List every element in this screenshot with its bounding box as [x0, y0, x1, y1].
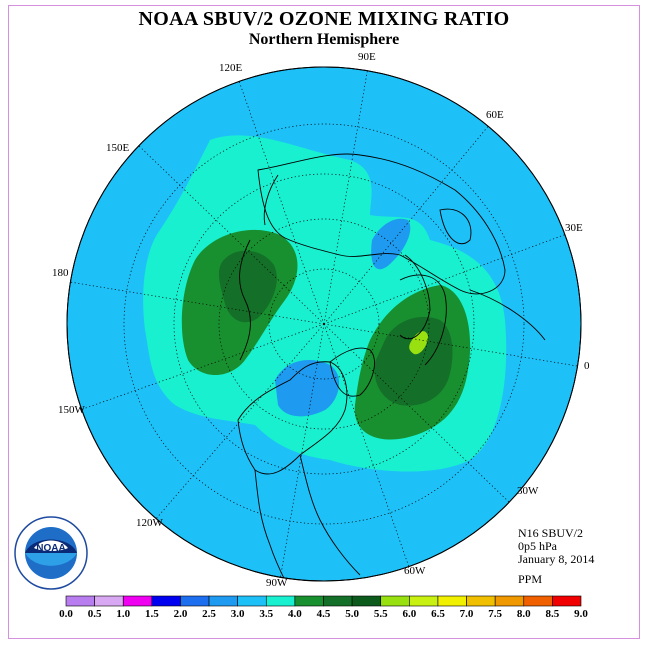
- colorbar-swatch: [351, 595, 382, 607]
- colorbar-swatch: [437, 595, 467, 607]
- colorbar-tick-label: 6.5: [431, 608, 445, 620]
- lon-label-0: 0: [584, 360, 590, 372]
- colorbar-swatch: [237, 595, 267, 607]
- colorbar-tick-label: 8.0: [516, 608, 531, 620]
- colorbar-swatch: [494, 595, 525, 607]
- colorbar-tick-label: 2.0: [173, 608, 188, 620]
- lon-label-180: 180: [52, 267, 69, 279]
- lon-label-120w: 120W: [136, 517, 163, 529]
- noaa-logo-text: NOAA: [36, 543, 65, 554]
- colorbar-swatch: [323, 595, 353, 607]
- noaa-logo: NOAA: [14, 516, 88, 590]
- units-label: PPM: [518, 572, 543, 586]
- pressure-level-label: 0p5 hPa: [518, 539, 557, 553]
- lon-label-150w: 150W: [58, 404, 85, 416]
- contour-5-5-peak: [409, 331, 428, 355]
- colorbar-tick-label: 9.0: [574, 608, 588, 620]
- colorbar-swatch: [65, 595, 95, 607]
- colorbar-swatch: [294, 595, 324, 607]
- lon-label-90w: 90W: [266, 577, 288, 589]
- colorbar-swatch: [151, 595, 181, 607]
- colorbar-swatch: [94, 595, 124, 607]
- colorbar-tick-label: 3.0: [230, 608, 245, 620]
- colorbar-swatch: [409, 595, 439, 607]
- colorbar-tick-label: 6.0: [402, 608, 417, 620]
- contour-4-5-siberia: [218, 250, 277, 323]
- colorbar-swatch: [523, 595, 553, 607]
- lon-label-30w: 30W: [517, 485, 539, 497]
- lon-label-90e: 90E: [358, 51, 376, 63]
- colorbar: [65, 595, 582, 607]
- colorbar-swatch: [466, 595, 496, 607]
- date-label: January 8, 2014: [518, 552, 595, 566]
- contour-2-5-canada: [275, 360, 340, 417]
- colorbar-tick-label: 2.5: [202, 608, 216, 620]
- colorbar-tick-label: 1.5: [144, 608, 159, 620]
- lon-label-150e: 150E: [106, 142, 130, 154]
- colorbar-swatch: [552, 595, 582, 607]
- colorbar-tick-label: 3.5: [259, 608, 274, 620]
- colorbar-tick-label: 0.5: [87, 608, 102, 620]
- map-subtitle: Northern Hemisphere: [248, 31, 400, 48]
- colorbar-tick-label: 8.5: [545, 608, 560, 620]
- colorbar-swatch: [122, 595, 153, 607]
- colorbar-tick-label: 5.0: [345, 608, 359, 620]
- instrument-label: N16 SBUV/2: [518, 526, 584, 540]
- colorbar-tick-label: 4.0: [288, 608, 302, 620]
- map-frame: [8, 5, 640, 639]
- colorbar-swatch: [265, 595, 296, 607]
- colorbar-tick-label: 4.5: [316, 608, 331, 620]
- colorbar-tick-label: 7.5: [488, 608, 503, 620]
- lon-label-60w: 60W: [404, 565, 426, 577]
- lon-label-30e: 30E: [565, 222, 583, 234]
- colorbar-tick-label: 0.0: [59, 608, 73, 620]
- contour-4-5-atlantic: [374, 316, 453, 406]
- lon-label-120e: 120E: [219, 62, 243, 74]
- coastlines: [237, 153, 546, 581]
- map-title: NOAA SBUV/2 OZONE MIXING RATIO: [138, 8, 510, 30]
- colorbar-swatch: [380, 595, 410, 607]
- colorbar-swatch: [208, 595, 238, 607]
- colorbar-tick-label: 5.5: [373, 608, 388, 620]
- graticule: [69, 67, 578, 581]
- colorbar-tick-label: 1.0: [116, 608, 131, 620]
- colorbar-swatch: [180, 595, 210, 607]
- lon-label-60e: 60E: [486, 109, 504, 121]
- colorbar-tick-label: 7.0: [459, 608, 474, 620]
